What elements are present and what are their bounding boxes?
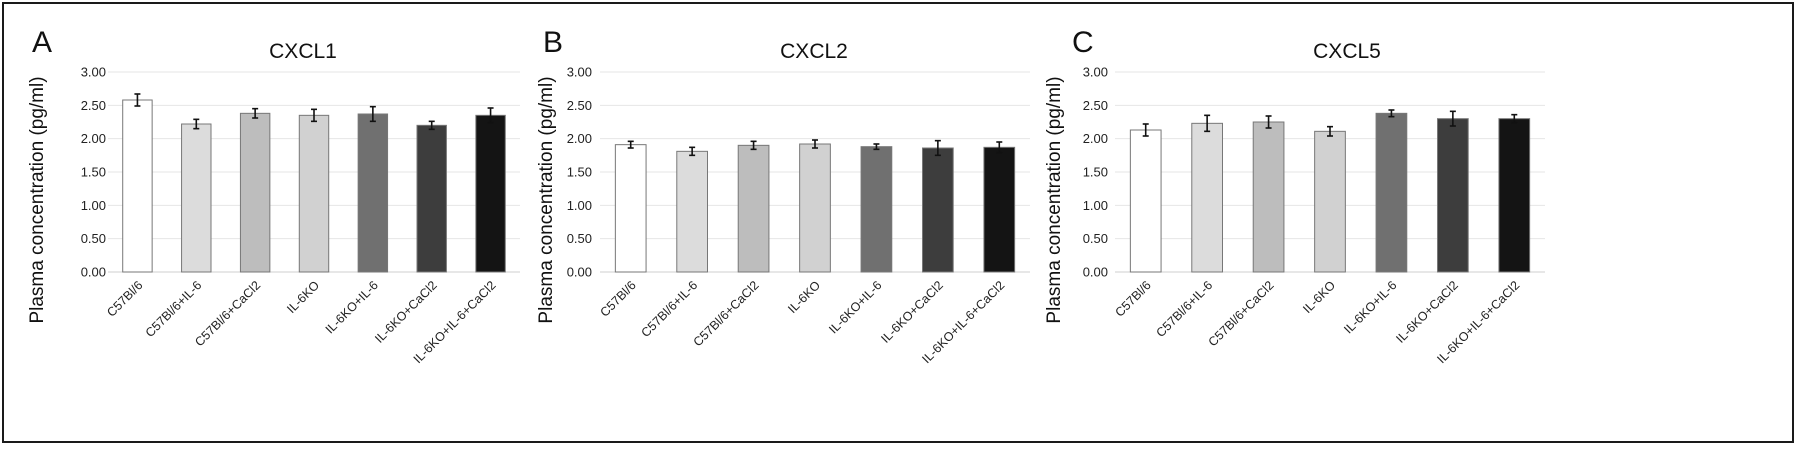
bar-2 (676, 150, 708, 273)
bar-5 (860, 146, 893, 273)
panel-letter: C (1072, 26, 1094, 59)
y-tick-label: 3.00 (81, 65, 106, 80)
y-tick-label: 0.50 (81, 231, 106, 246)
bar-7 (1498, 118, 1531, 273)
y-tick-label: 2.50 (1083, 98, 1108, 113)
bar-6 (416, 124, 447, 273)
chart-panel-b: B CXCL2 Plasma concentration (pg/ml) 0.00 0.… (536, 26, 1030, 366)
x-tick-label: IL-6KO+CaCl2 (1393, 278, 1461, 346)
x-tick-label: C57Bl/6+IL-6 (1154, 278, 1216, 340)
bar-1 (122, 99, 153, 273)
bar-4 (1314, 130, 1346, 273)
bar-2 (1191, 122, 1224, 273)
y-tick-label: 2.00 (567, 131, 592, 146)
y-tick-label: 1.00 (567, 198, 592, 213)
x-tick-label: C57Bl/6+IL-6 (143, 278, 205, 340)
panel-letter: A (32, 26, 52, 59)
x-tick-label: IL-6KO+CaCl2 (372, 278, 440, 346)
y-tick-label: 0.00 (567, 265, 592, 280)
y-tick-label: 3.00 (567, 65, 592, 80)
y-tick-label: 2.50 (567, 98, 592, 113)
x-tick-label: C57Bl/6+CaCl2 (691, 278, 762, 349)
chart-title: CXCL2 (780, 40, 848, 63)
bar-6 (1437, 118, 1469, 273)
y-tick-label: 0.00 (1083, 265, 1108, 280)
panel-letter: B (543, 26, 563, 59)
x-tick-label: IL-6KO+IL-6 (323, 278, 381, 336)
bar-6 (922, 147, 954, 273)
y-tick-label: 0.50 (1083, 231, 1108, 246)
bar-3 (737, 144, 770, 273)
x-tick-label: IL-6KO+IL-6 (1341, 278, 1399, 336)
bar-3 (239, 112, 271, 273)
y-axis-label: Plasma concentration (pg/ml) (536, 76, 557, 323)
x-tick-label: IL-6KO+IL-6 (826, 278, 884, 336)
x-tick-label: C57Bl/6 (104, 278, 145, 319)
x-tick-label: IL-6KO (785, 278, 823, 316)
y-tick-label: 2.00 (1083, 131, 1108, 146)
chart-title: CXCL1 (269, 40, 337, 63)
x-tick-label: IL-6KO (1300, 278, 1338, 316)
y-tick-label: 1.50 (1083, 165, 1108, 180)
y-axis-label: Plasma concentration (pg/ml) (27, 76, 48, 323)
y-tick-label: 3.00 (1083, 65, 1108, 80)
bar-5 (1375, 112, 1408, 273)
bar-2 (181, 123, 212, 273)
x-tick-label: IL-6KO+CaCl2 (878, 278, 946, 346)
y-tick-label: 2.50 (81, 98, 106, 113)
chart-panel-c: C CXCL5 Plasma concentration (pg/ml) 0.00 0.… (1044, 26, 1545, 366)
x-tick-label: C57Bl/6 (1112, 278, 1153, 319)
y-tick-label: 1.00 (1083, 198, 1108, 213)
bar-4 (799, 143, 831, 273)
bar-4 (298, 114, 330, 273)
chart-title: CXCL5 (1313, 40, 1381, 63)
y-tick-label: 1.50 (567, 165, 592, 180)
y-tick-label: 2.00 (81, 131, 106, 146)
y-tick-label: 0.00 (81, 265, 106, 280)
bar-5 (357, 113, 389, 273)
x-tick-label: C57Bl/6 (597, 278, 638, 319)
x-tick-label: C57Bl/6+CaCl2 (1206, 278, 1277, 349)
bar-1 (614, 144, 647, 273)
bar-1 (1129, 129, 1162, 273)
x-tick-label: IL-6KO (284, 278, 322, 316)
x-tick-label: C57Bl/6+IL-6 (639, 278, 701, 340)
y-tick-label: 0.50 (567, 231, 592, 246)
bar-3 (1252, 121, 1285, 273)
chart-panel-a: A CXCL1 Plasma concentration (pg/ml) 0.00 0.… (27, 26, 520, 366)
bar-7 (475, 114, 506, 273)
y-axis-label: Plasma concentration (pg/ml) (1044, 76, 1065, 323)
y-tick-label: 1.50 (81, 165, 106, 180)
bar-7 (983, 146, 1016, 273)
y-tick-label: 1.00 (81, 198, 106, 213)
